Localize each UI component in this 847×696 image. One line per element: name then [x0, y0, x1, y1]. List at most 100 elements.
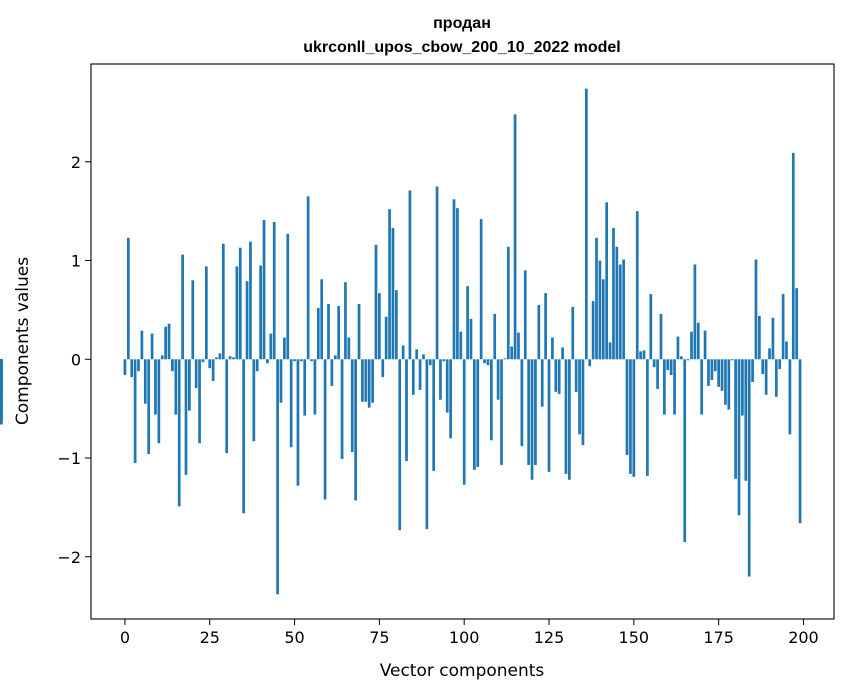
x-tick-label: 50	[284, 628, 304, 647]
bar-29	[221, 243, 225, 360]
bar-85	[411, 359, 415, 395]
bar-176	[720, 359, 724, 391]
bar-181	[737, 359, 741, 516]
bar-106	[483, 359, 486, 364]
bar-28	[218, 353, 222, 360]
bar-180	[734, 359, 737, 479]
bar-147	[622, 259, 626, 360]
bar-192	[774, 359, 778, 397]
bar-111	[500, 359, 503, 465]
x-tick-label: 100	[449, 628, 480, 647]
bar-71	[364, 359, 368, 402]
bar-86	[415, 349, 419, 360]
bar-151	[635, 211, 639, 360]
bar-2	[130, 359, 134, 378]
bar-195	[785, 341, 788, 360]
bar-84	[408, 190, 412, 360]
bar-27	[215, 357, 218, 360]
bar-142	[605, 202, 609, 360]
x-axis-label: Vector components	[380, 661, 545, 681]
bar-129	[561, 347, 564, 360]
bar-62	[333, 355, 337, 360]
bar-161	[669, 359, 673, 376]
bar-57	[316, 307, 320, 360]
bar-65	[344, 282, 347, 360]
bar-126	[551, 337, 554, 360]
bar-3	[133, 359, 137, 463]
bar-17	[181, 254, 184, 360]
bar-12	[164, 326, 167, 360]
bar-98	[456, 208, 459, 360]
bar-26	[211, 359, 215, 382]
bar-64	[340, 359, 344, 460]
bar-141	[601, 279, 605, 360]
bar-171	[703, 330, 707, 360]
bar-144	[612, 227, 615, 360]
bar-153	[642, 350, 646, 360]
bar-96	[449, 359, 452, 439]
bar-1	[126, 237, 130, 360]
x-tick-label: 200	[788, 628, 819, 647]
bar-169	[696, 322, 700, 360]
bar-119	[527, 359, 531, 465]
bar-22	[198, 359, 201, 444]
bar-66	[347, 337, 351, 360]
bar-107	[486, 359, 490, 366]
bar-82	[401, 345, 405, 360]
x-tick-label: 75	[369, 628, 389, 647]
bar-101	[466, 286, 469, 360]
y-axis: −2 −1 0 1 2	[57, 153, 91, 567]
bar-90	[428, 359, 432, 366]
bar-104	[476, 359, 480, 467]
bar-177	[724, 359, 727, 405]
bar-73	[371, 359, 374, 403]
bar-109	[493, 313, 497, 360]
bar-163	[676, 336, 680, 360]
y-tick-label: −2	[57, 548, 81, 567]
bar-154	[646, 359, 649, 476]
bar-189	[764, 359, 768, 395]
bar-131	[568, 359, 571, 480]
bar-164	[679, 356, 683, 360]
chart-title-line1: продан	[433, 15, 491, 32]
bar-123	[540, 359, 544, 407]
bar-76	[381, 359, 385, 378]
bar-91	[432, 359, 436, 471]
bar-80	[394, 290, 398, 360]
bar-52	[299, 359, 303, 362]
bar-10	[157, 359, 161, 444]
bar-0	[123, 359, 127, 376]
bar-11	[160, 355, 164, 360]
bar-undefined	[0, 359, 3, 423]
bar-15	[174, 359, 178, 415]
bar-34	[238, 247, 242, 360]
bar-67	[350, 359, 354, 453]
bar-48	[286, 233, 290, 360]
bar-105	[479, 219, 483, 360]
bar-175	[717, 359, 720, 387]
bar-36	[245, 281, 249, 360]
bar-20	[191, 280, 195, 360]
bar-137	[588, 359, 592, 367]
bar-45	[276, 359, 279, 595]
bar-110	[496, 359, 500, 400]
bar-30	[225, 359, 229, 454]
bar-194	[781, 294, 785, 360]
bar-54	[306, 196, 310, 360]
bar-21	[194, 359, 198, 388]
bar-145	[615, 246, 619, 360]
bar-162	[673, 359, 676, 415]
bar-191	[771, 317, 775, 360]
x-axis: 0 25 50 75 100 125 150 175 200	[120, 619, 819, 647]
bar-188	[761, 359, 765, 375]
bar-38	[252, 359, 256, 442]
bar-68	[354, 359, 357, 501]
bar-46	[279, 359, 283, 403]
bar-102	[469, 318, 473, 360]
bar-118	[523, 270, 527, 360]
chart-title-line2: ukrconll_upos_cbow_200_10_2022 model	[303, 39, 620, 56]
bar-193	[778, 359, 782, 370]
bar-75	[378, 293, 381, 360]
bar-124	[544, 293, 547, 360]
